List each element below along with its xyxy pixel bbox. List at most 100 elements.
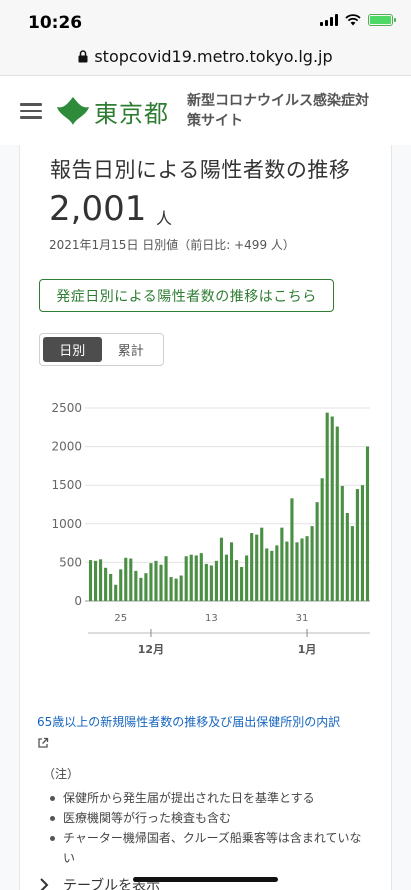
y-tick-label: 2000 — [51, 440, 82, 454]
bar — [320, 478, 324, 601]
home-indicator — [133, 877, 278, 882]
date-summary: 2021年1月15日 日別値（前日比: +499 人） — [49, 238, 295, 252]
bar — [229, 542, 234, 601]
bar — [365, 446, 370, 601]
bar — [290, 498, 294, 601]
bar — [114, 584, 118, 601]
status-icons — [320, 14, 396, 26]
bar — [345, 512, 349, 601]
site-header: 東京都 新型コロナウイルス感染症対策サイト — [0, 77, 411, 145]
y-tick-label: 1500 — [51, 478, 82, 492]
bar — [280, 527, 284, 601]
external-link-icon[interactable] — [37, 737, 49, 749]
wifi-icon — [345, 14, 361, 26]
positive-cases-card: 報告日別による陽性者数の推移 2,001 人 2021年1月15日 日別値（前日… — [19, 145, 392, 890]
headline-unit: 人 — [156, 209, 173, 228]
bar — [315, 502, 319, 601]
logo-text: 東京都 — [94, 99, 169, 128]
bar — [275, 545, 279, 601]
bar — [164, 556, 168, 601]
bar — [219, 537, 224, 601]
data-type-toggle: 日別 累計 — [39, 333, 164, 366]
bar — [124, 557, 128, 601]
bar — [199, 553, 203, 601]
cellular-signal-icon — [320, 14, 338, 26]
note-item: チャーター機帰国者、クルーズ船乗客等は含まれていない — [43, 828, 373, 868]
bar — [99, 559, 103, 601]
bar — [179, 575, 183, 601]
bar — [310, 526, 314, 601]
bar — [335, 426, 339, 601]
bar — [119, 569, 123, 601]
site-title[interactable]: 新型コロナウイルス感染症対策サイト — [187, 93, 369, 129]
battery-icon — [368, 14, 396, 26]
notes-section: （注） 保健所から発生届が提出された日を基準とする 医療機関等が行った検査も含む… — [43, 765, 373, 868]
bar — [214, 560, 218, 601]
chevron-right-icon — [40, 878, 49, 890]
menu-icon[interactable] — [20, 103, 42, 119]
bar — [245, 555, 249, 601]
bar — [209, 565, 213, 601]
bar — [204, 563, 208, 601]
toggle-cumulative[interactable]: 累計 — [117, 344, 144, 359]
bar — [144, 573, 148, 601]
lock-icon — [78, 50, 88, 63]
url-text: stopcovid19.metro.tokyo.lg.jp — [94, 47, 333, 66]
bar — [270, 550, 274, 601]
bar — [255, 534, 259, 601]
bar — [234, 560, 239, 601]
bar — [224, 554, 229, 601]
status-time: 10:26 — [28, 13, 83, 33]
x-month-label: 1月 — [298, 643, 317, 656]
notes-heading: （注） — [43, 767, 80, 781]
bar — [260, 527, 264, 601]
y-tick-label: 500 — [59, 555, 82, 569]
status-bar: 10:26 — [0, 0, 411, 38]
x-day-label: 31 — [296, 613, 309, 624]
bar — [154, 560, 158, 601]
tokyo-logo[interactable]: 東京都 — [56, 94, 169, 129]
onset-date-link-button[interactable]: 発症日別による陽性者数の推移はこちら — [39, 279, 334, 312]
x-day-label: 13 — [205, 613, 218, 624]
bar — [88, 560, 93, 601]
bar — [174, 578, 178, 601]
bar — [265, 548, 269, 601]
bar — [355, 489, 359, 601]
bar — [360, 485, 365, 601]
toggle-daily[interactable]: 日別 — [43, 337, 102, 362]
note-item: 保健所から発生届が提出された日を基準とする — [43, 788, 373, 808]
y-tick-label: 1000 — [51, 517, 82, 531]
bar — [330, 416, 334, 601]
x-day-label: 25 — [114, 613, 127, 624]
positive-cases-bar-chart: 2500 2000 1500 1000 500 0 25 13 31 12月 1月 — [51, 401, 370, 656]
breakdown-link[interactable]: 65歳以上の新規陽性者数の推移及び届出保健所別の内訳 — [37, 715, 341, 729]
headline-value: 2,001 — [49, 189, 147, 229]
card-title: 報告日別による陽性者数の推移 — [50, 158, 351, 182]
bar — [295, 542, 299, 601]
bar — [240, 567, 244, 601]
note-item: 医療機関等が行った検査も含む — [43, 808, 373, 828]
bar — [134, 570, 138, 601]
ginkgo-leaf-icon — [57, 97, 89, 125]
bar — [93, 560, 98, 601]
bar — [250, 533, 254, 601]
y-tick-label: 0 — [74, 594, 82, 608]
bar — [129, 558, 133, 601]
bar — [169, 577, 173, 601]
address-bar[interactable]: stopcovid19.metro.tokyo.lg.jp — [0, 38, 411, 76]
bar — [159, 564, 163, 601]
bar — [194, 555, 198, 601]
x-month-label: 12月 — [138, 643, 164, 656]
bar — [325, 412, 329, 601]
bar — [104, 567, 108, 601]
bar — [189, 554, 193, 601]
bar — [184, 556, 188, 601]
bar — [350, 526, 354, 601]
bar — [285, 541, 289, 601]
bar — [139, 577, 143, 601]
bar — [340, 485, 344, 601]
y-tick-label: 2500 — [51, 401, 82, 415]
bar — [300, 538, 304, 601]
bar — [305, 536, 309, 601]
bar — [109, 573, 113, 601]
